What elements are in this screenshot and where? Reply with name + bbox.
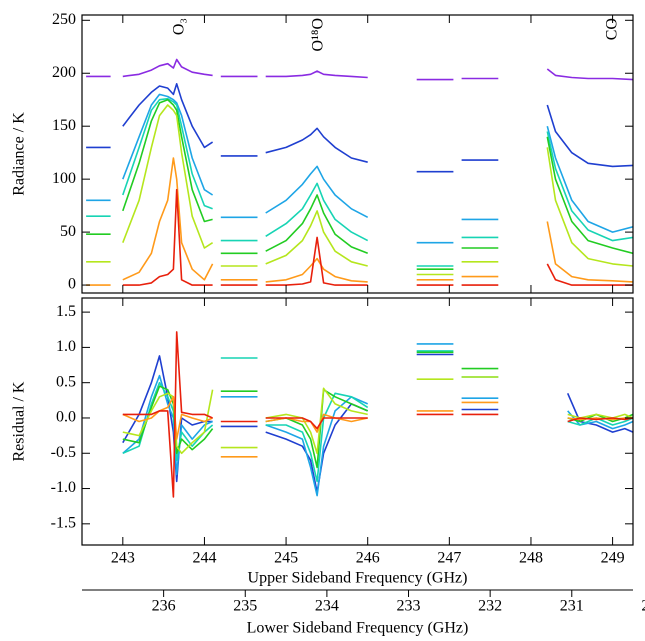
series-line [86,58,633,81]
y-tick-label: 250 [52,11,76,28]
y-tick-label: 0 [68,276,76,293]
x-tick-label: 247 [437,550,461,567]
y-tick-label: 50 [60,223,76,240]
x-axis-label: Upper Sideband Frequency (GHz) [248,570,468,587]
x-tick-label: 246 [356,550,380,567]
series-line [86,157,633,286]
y-tick-label: 200 [52,64,76,81]
series-line [86,98,633,270]
y-tick-label: 0.0 [56,409,76,426]
series-line [86,97,633,267]
y-tick-label: 100 [52,170,76,187]
annotation: O¹⁸O [309,18,326,51]
plot-frame [81,14,634,294]
x-tick-label: 243 [111,550,135,567]
series-line [122,396,633,458]
y-tick-label: -1.0 [51,479,76,496]
x-tick-label: 245 [274,550,298,567]
x2-axis-label: Lower Sideband Frequency (GHz) [247,620,469,637]
series-line [122,351,633,469]
x2-tick-label: 235 [233,598,257,615]
annotation: O₃ [171,18,188,35]
series-line [122,350,633,483]
series-line [86,83,633,173]
series-line [122,188,633,286]
y-axis-label: Residual / K [11,381,28,461]
x-tick-label: 248 [519,550,543,567]
y-tick-label: -0.5 [51,444,76,461]
series-line [86,93,633,244]
x-tick-label: 249 [601,550,625,567]
y-tick-label: 0.5 [56,373,76,390]
x2-tick-label: 236 [152,598,176,615]
plot-frame [81,297,634,546]
y-tick-label: -1.5 [51,515,76,532]
y-tick-label: 150 [52,117,76,134]
annotation: CO [603,18,620,40]
series-line [122,353,633,493]
series-line [86,104,633,276]
x2-tick-label: 232 [478,598,502,615]
x2-tick-label: 233 [397,598,421,615]
x2-tick-label: 230 [641,598,645,615]
x2-tick-label: 234 [315,598,339,615]
y-tick-label: 1.5 [56,303,76,320]
x2-tick-label: 231 [560,598,584,615]
y-tick-label: 1.0 [56,338,76,355]
y-axis-label: Radiance / K [11,112,28,196]
x-tick-label: 244 [192,550,216,567]
series-line [122,331,633,498]
